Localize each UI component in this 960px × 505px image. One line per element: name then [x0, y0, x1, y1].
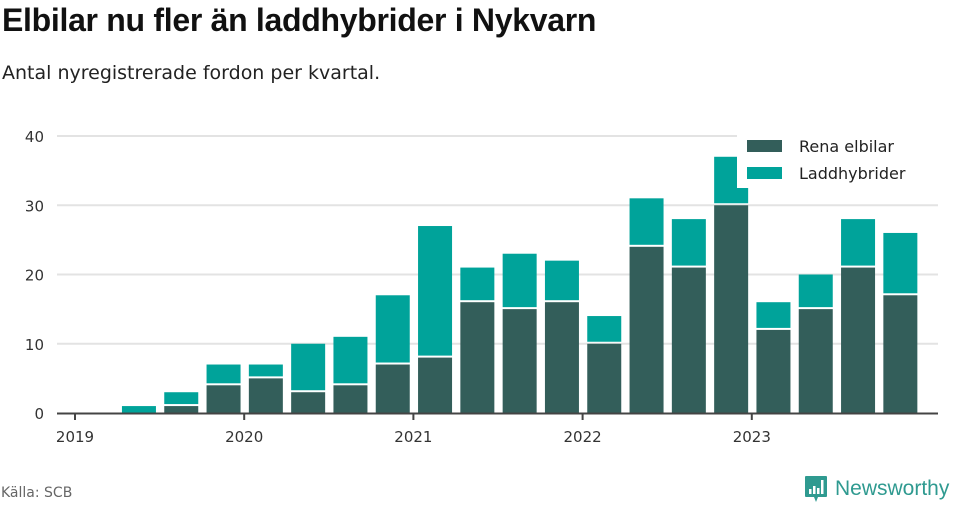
bar-elbilar — [206, 385, 241, 413]
bar-stack — [671, 219, 706, 413]
bar-elbilar — [671, 267, 706, 413]
bar-stack — [418, 226, 453, 413]
bar-laddhybrider — [671, 219, 706, 266]
bar-laddhybrider — [206, 364, 241, 384]
x-tick-label: 2022 — [564, 428, 602, 446]
y-tick-label: 10 — [25, 336, 44, 354]
legend-swatch — [747, 140, 782, 152]
chart-subtitle: Antal nyregistrerade fordon per kvartal. — [2, 62, 381, 84]
bar-elbilar — [248, 378, 283, 413]
y-tick-label: 30 — [25, 197, 44, 215]
bars — [121, 156, 918, 413]
bar-elbilar — [291, 392, 326, 413]
bar-elbilar — [164, 406, 199, 413]
bar-stack — [291, 343, 326, 413]
bar-elbilar — [375, 364, 410, 413]
bar-laddhybrider — [502, 253, 537, 308]
bar-stack — [883, 232, 918, 413]
bar-elbilar — [883, 295, 918, 413]
y-tick-label: 0 — [34, 405, 44, 423]
bar-laddhybrider — [544, 260, 579, 301]
source-note: Källa: SCB — [1, 485, 73, 501]
y-axis-labels: 0 10 20 30 40 — [25, 128, 44, 423]
chart-title: Elbilar nu fler än laddhybrider i Nykvar… — [2, 2, 597, 38]
bar-laddhybrider — [841, 219, 876, 266]
bar-stack — [333, 336, 368, 413]
bar-elbilar — [418, 357, 453, 413]
bar-elbilar — [798, 309, 833, 413]
bar-stack — [629, 198, 664, 413]
legend-swatch — [747, 167, 782, 179]
bar-stack — [714, 156, 749, 413]
bar-stack — [164, 392, 199, 413]
bar-elbilar — [841, 267, 876, 413]
bar-laddhybrider — [375, 295, 410, 363]
x-axis: 2019 2020 2021 2022 2023 — [56, 412, 938, 446]
bar-laddhybrider — [460, 267, 495, 301]
bar-stack — [121, 406, 156, 413]
bar-elbilar — [587, 343, 622, 413]
bar-laddhybrider — [248, 364, 283, 377]
bar-stack — [756, 302, 791, 413]
bar-laddhybrider — [418, 226, 453, 356]
legend-label: Laddhybrider — [799, 164, 906, 183]
bar-elbilar — [756, 329, 791, 413]
bar-laddhybrider — [756, 302, 791, 328]
bar-stack — [798, 274, 833, 413]
bar-laddhybrider — [291, 343, 326, 391]
bar-elbilar — [714, 205, 749, 413]
bar-elbilar — [502, 309, 537, 413]
bar-stack — [248, 364, 283, 413]
bar-laddhybrider — [121, 406, 156, 413]
bar-stack — [206, 364, 241, 413]
bar-stack — [502, 253, 537, 413]
brand-logo: Newsworthy — [804, 475, 949, 503]
y-tick-label: 20 — [25, 267, 44, 285]
bar-laddhybrider — [164, 392, 199, 405]
bar-elbilar — [333, 385, 368, 413]
bar-stack — [841, 219, 876, 413]
bar-elbilar — [629, 246, 664, 413]
bar-elbilar — [544, 302, 579, 413]
bar-stack — [460, 267, 495, 413]
legend: Rena elbilar Laddhybrider — [737, 130, 938, 188]
x-tick-label: 2023 — [733, 428, 771, 446]
bar-laddhybrider — [587, 316, 622, 342]
bar-elbilar — [460, 302, 495, 413]
y-tick-label: 40 — [25, 128, 44, 146]
bar-laddhybrider — [629, 198, 664, 245]
legend-label: Rena elbilar — [799, 137, 894, 156]
x-tick-label: 2019 — [56, 428, 94, 446]
bar-stack — [587, 316, 622, 413]
stacked-bar-chart: 0 10 20 30 40 2019 2020 2021 2022 2023 Rena elbi… — [25, 128, 938, 446]
brand-name: Newsworthy — [835, 477, 950, 500]
x-tick-label: 2020 — [225, 428, 263, 446]
bar-laddhybrider — [333, 336, 368, 384]
bar-chart-speech-bubble-icon — [805, 476, 827, 502]
bar-laddhybrider — [883, 232, 918, 294]
x-tick-label: 2021 — [394, 428, 432, 446]
bar-stack — [544, 260, 579, 413]
bar-stack — [375, 295, 410, 413]
bar-laddhybrider — [798, 274, 833, 308]
